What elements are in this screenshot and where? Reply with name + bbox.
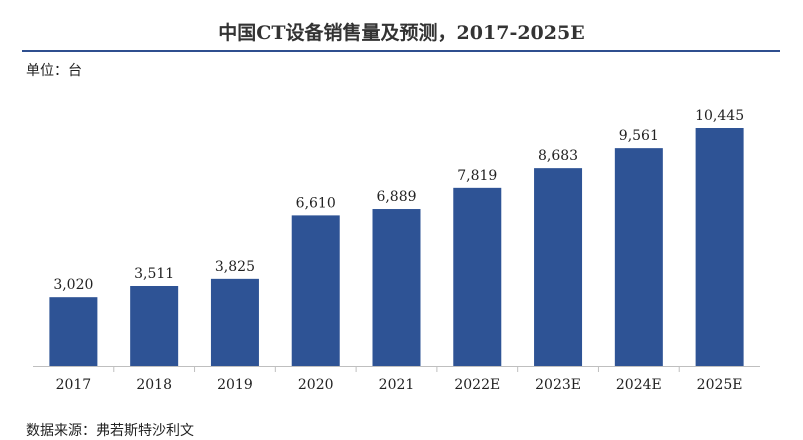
bar-value-label: 10,445	[695, 108, 744, 124]
x-tick-label: 2025E	[697, 377, 743, 393]
bar-value-label: 3,511	[134, 266, 174, 282]
bar-2017	[49, 297, 98, 366]
x-ticks-group: 2017 2018 2019 2020 2021 2022E 2023E 2024E 2025E	[56, 366, 743, 393]
bar-value-label: 8,683	[538, 148, 578, 164]
x-tick-label: 2018	[136, 377, 172, 393]
title-divider	[22, 50, 780, 52]
x-tick-label: 2019	[217, 377, 253, 393]
bar-value-label: 3,020	[53, 277, 93, 293]
bar-value-label: 9,561	[619, 128, 659, 144]
bar-2022E	[453, 187, 502, 366]
bar-2018	[130, 285, 179, 366]
unit-label: 单位：台	[26, 63, 82, 79]
bar-value-label: 6,610	[296, 195, 336, 211]
bar-2025E	[695, 128, 744, 366]
chart-title: 中国CT设备销售量及预测，2017-2025E	[218, 22, 585, 44]
bar-2021	[372, 209, 421, 366]
bar-value-label: 6,889	[376, 189, 416, 205]
bar-value-label: 3,825	[215, 259, 255, 275]
bars-group: 3,020 3,511 3,825 6,610 6,889 7,819 8,683 9,561…	[49, 108, 744, 366]
x-tick-label: 2022E	[454, 377, 500, 393]
x-tick-label: 2023E	[535, 377, 581, 393]
bar-2023E	[534, 168, 583, 366]
bar-2020	[291, 215, 340, 366]
source-label: 数据来源：弗若斯特沙利文	[26, 423, 194, 439]
x-tick-label: 2020	[298, 377, 334, 393]
bar-2019	[210, 278, 259, 366]
x-tick-label: 2024E	[616, 377, 662, 393]
x-tick-label: 2021	[379, 377, 415, 393]
bar-value-label: 7,819	[457, 168, 497, 184]
x-tick-label: 2017	[56, 377, 92, 393]
bar-2024E	[614, 148, 663, 366]
